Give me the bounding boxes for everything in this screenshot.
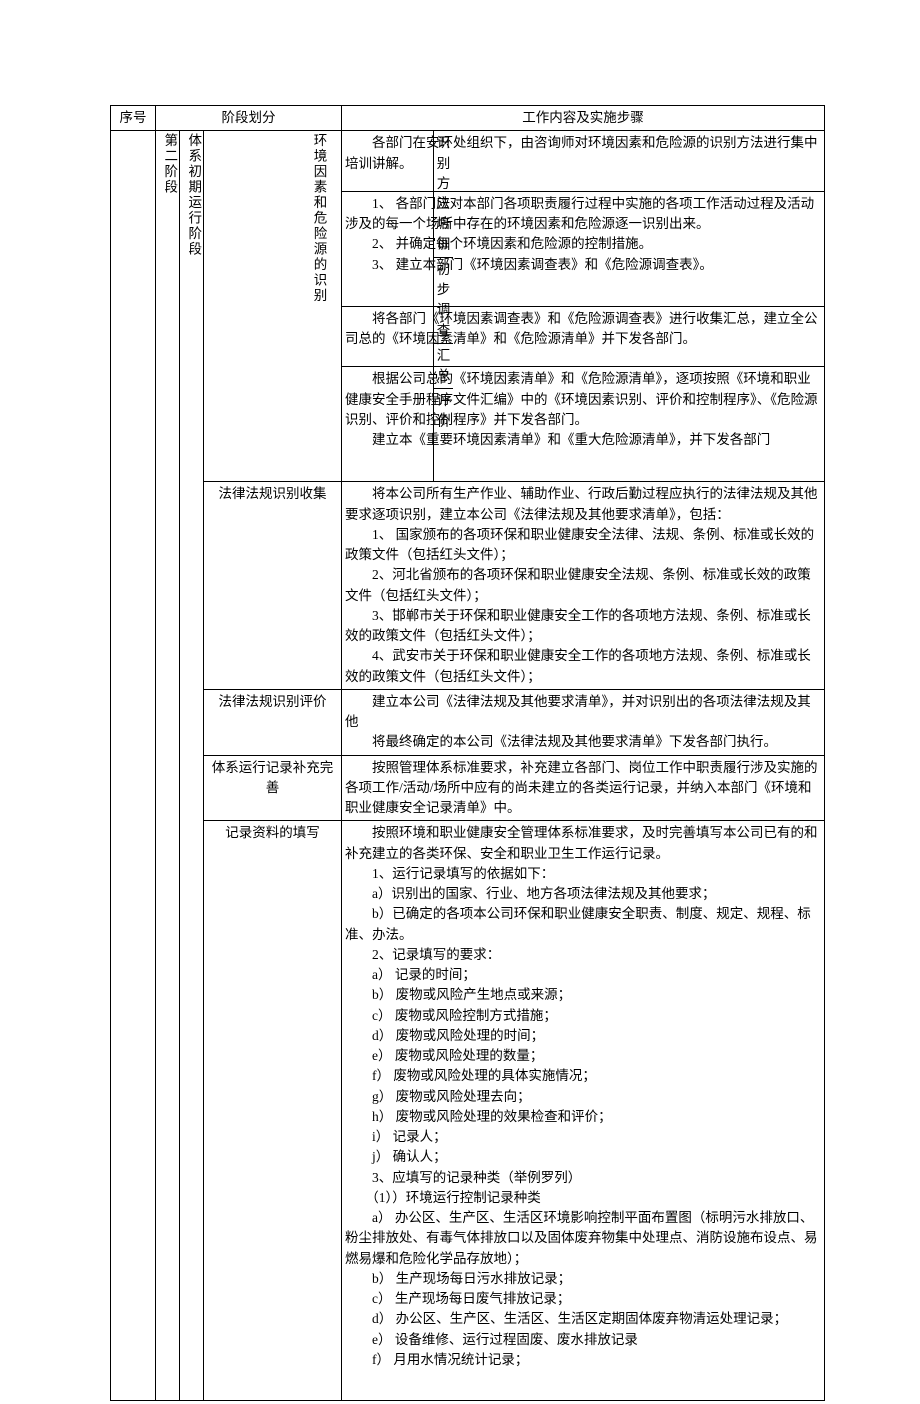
cell-stage: 第二阶段 (156, 131, 180, 1401)
cell-content-r7: 按照管理体系标准要求，补充建立各部门、岗位工作中职责履行涉及实施的各项工作/活动… (342, 755, 825, 821)
main-table: 序号 阶段划分 工作内容及实施步骤 第二阶段 体系初期运行阶段 环境因素和危险源… (110, 105, 825, 1401)
page: 序号 阶段划分 工作内容及实施步骤 第二阶段 体系初期运行阶段 环境因素和危险源… (0, 0, 920, 1404)
cell-content-r1: 各部门在安环处组织下，由咨询师对环境因素和危险源的识别方法进行集中培训讲解。 (342, 131, 825, 192)
header-col-1: 序号 (111, 106, 156, 131)
cell-name-r7: 体系运行记录补充完善 (204, 755, 342, 821)
cell-content-r3: 将各部门《环境因素调查表》和《危险源调查表》进行收集汇总，建立全公司总的《环境因… (342, 306, 825, 367)
table-row: 体系运行记录补充完善 按照管理体系标准要求，补充建立各部门、岗位工作中职责履行涉… (111, 755, 825, 821)
cell-name-r5: 法律法规识别收集 (204, 482, 342, 690)
cell-group-env: 环境因素和危险源的识别 识别方法培训 初步调查 汇总 评价 (204, 131, 342, 482)
table-row: 第二阶段 体系初期运行阶段 环境因素和危险源的识别 识别方法培训 初步调查 汇总… (111, 131, 825, 192)
cell-substage: 体系初期运行阶段 (180, 131, 204, 1401)
table-row: 记录资料的填写 按照环境和职业健康安全管理体系标准要求，及时完善填写本公司已有的… (111, 821, 825, 1401)
table-header-row: 序号 阶段划分 工作内容及实施步骤 (111, 106, 825, 131)
cell-seq (111, 131, 156, 1401)
cell-content-r5: 将本公司所有生产作业、辅助作业、行政后勤过程应执行的法律法规及其他要求逐项识别，… (342, 482, 825, 690)
cell-name-r8: 记录资料的填写 (204, 821, 342, 1401)
header-col-3: 工作内容及实施步骤 (342, 106, 825, 131)
header-col-2: 阶段划分 (156, 106, 342, 131)
cell-name-r6: 法律法规识别评价 (204, 689, 342, 755)
table-row: 法律法规识别收集 将本公司所有生产作业、辅助作业、行政后勤过程应执行的法律法规及… (111, 482, 825, 690)
table-row: 法律法规识别评价 建立本公司《法律法规及其他要求清单》，并对识别出的各项法律法规… (111, 689, 825, 755)
cell-content-r2: 1、 各部门应对本部门各项职责履行过程中实施的各项工作活动过程及活动涉及的每一个… (342, 191, 825, 306)
cell-content-r4: 根据公司总的《环境因素清单》和《危险源清单》，逐项按照《环境和职业健康安全手册程… (342, 367, 825, 482)
cell-content-r6: 建立本公司《法律法规及其他要求清单》，并对识别出的各项法律法规及其他 将最终确定… (342, 689, 825, 755)
cell-content-r8: 按照环境和职业健康安全管理体系标准要求，及时完善填写本公司已有的和补充建立的各类… (342, 821, 825, 1401)
